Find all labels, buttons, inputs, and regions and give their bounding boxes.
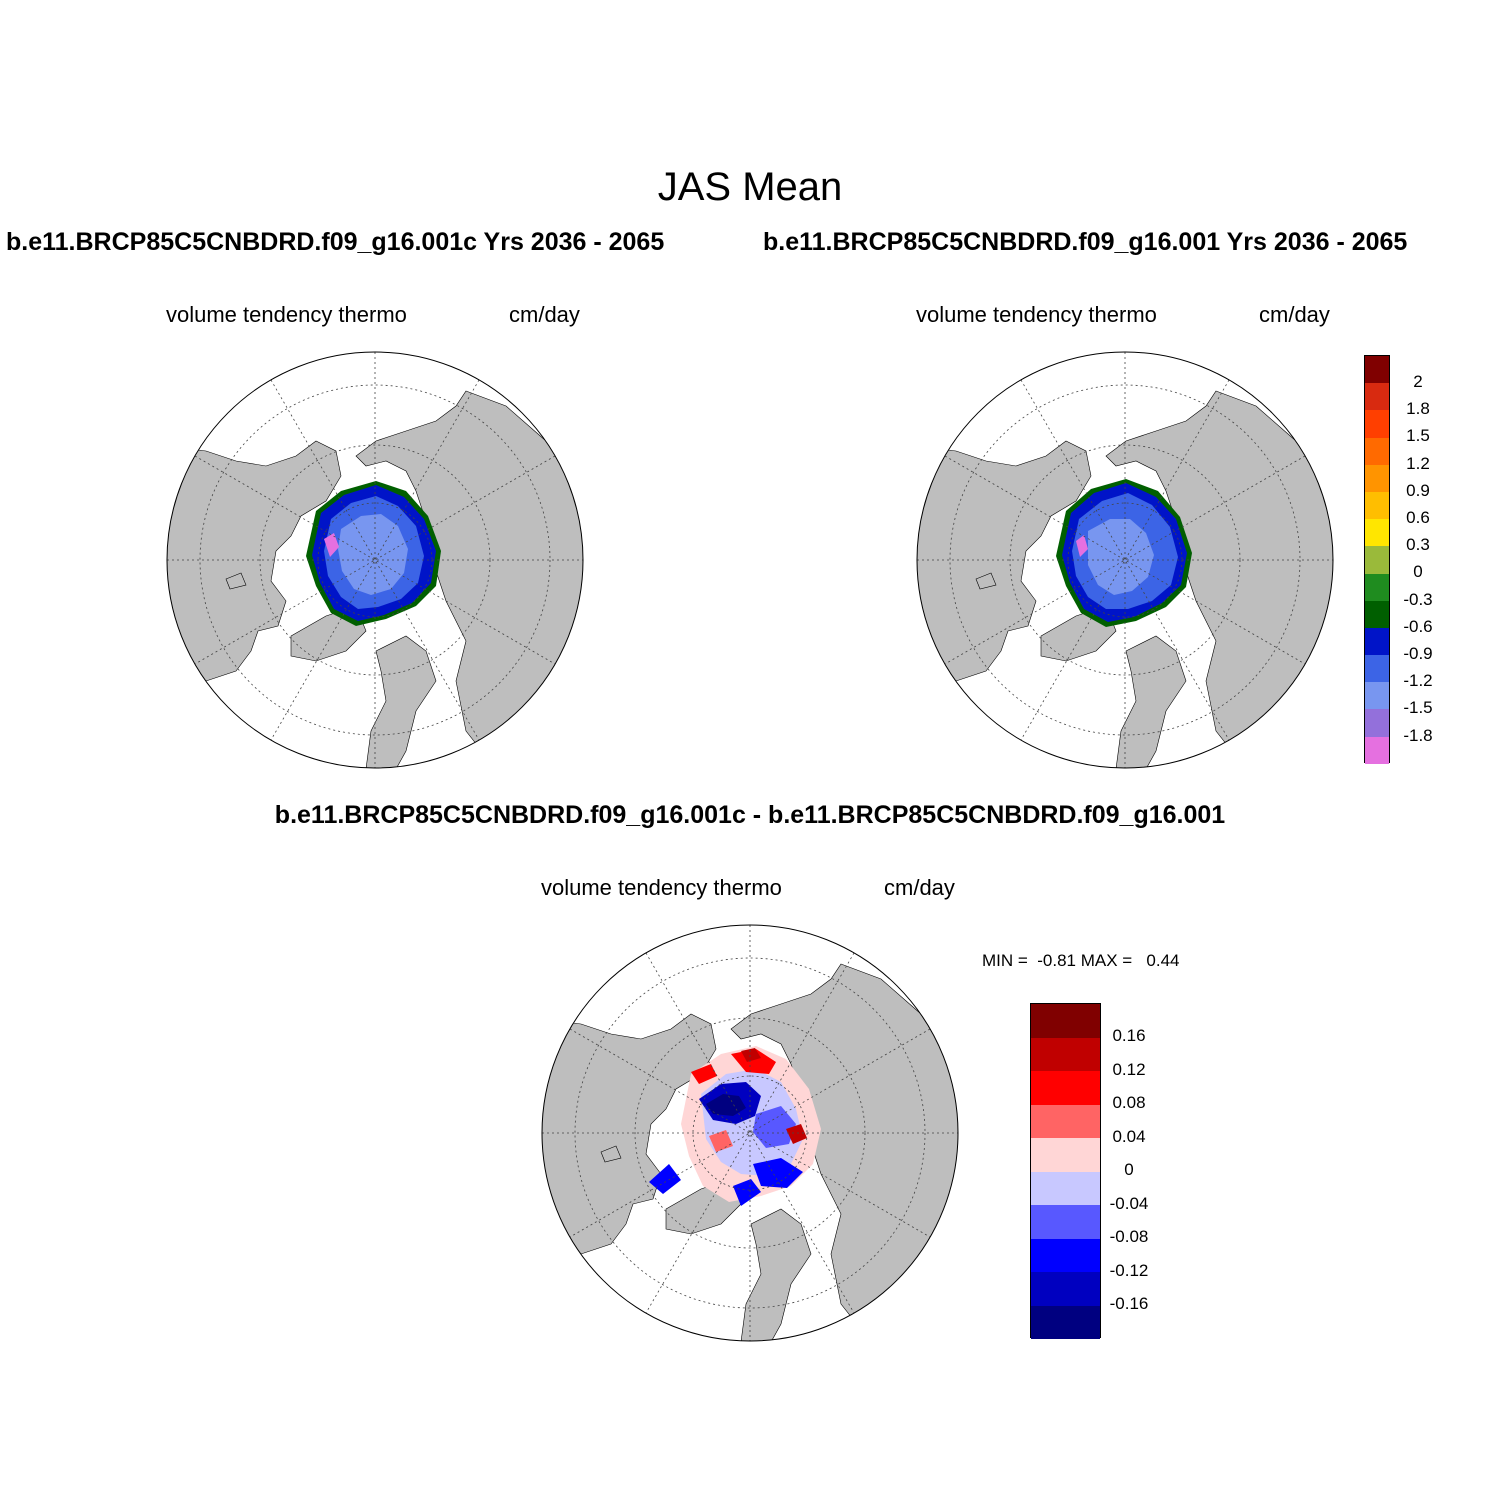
colorbar-swatch bbox=[1031, 1037, 1100, 1071]
colorbar-tick-label: -0.16 bbox=[1109, 1294, 1149, 1314]
figure-title: JAS Mean bbox=[657, 165, 843, 209]
colorbar-swatch bbox=[1365, 491, 1389, 520]
colorbar-tick-label: -1.2 bbox=[1403, 671, 1433, 691]
panel-b-title: b.e11.BRCP85C5CNBDRD.f09_g16.001 Yrs 203… bbox=[763, 228, 1408, 256]
colorbar-swatch bbox=[1365, 519, 1389, 547]
colorbar-tick-label: 0.12 bbox=[1112, 1059, 1146, 1079]
graticule bbox=[542, 925, 958, 1341]
colorbar-swatch bbox=[1031, 1071, 1100, 1105]
colorbar-swatch bbox=[1031, 1104, 1100, 1138]
colorbar-swatch bbox=[1365, 410, 1389, 438]
colorbar-tick-label: 1.5 bbox=[1406, 426, 1430, 446]
colorbar-swatch bbox=[1365, 736, 1389, 764]
colorbar-tick-label: -0.9 bbox=[1403, 644, 1433, 663]
colorbar-tick-label: 2 bbox=[1413, 372, 1423, 391]
graticule bbox=[167, 352, 583, 768]
panel-b-polar-map bbox=[916, 351, 1334, 769]
panel-a-polar-map bbox=[166, 351, 584, 769]
map-border bbox=[541, 924, 959, 1342]
colorbar-tick-label: 0.16 bbox=[1112, 1026, 1146, 1046]
colorbar-tick-label: 0.04 bbox=[1112, 1126, 1146, 1146]
colorbar-tick-label: 0.6 bbox=[1406, 508, 1430, 527]
panel-b-variable-label: volume tendency thermo bbox=[916, 302, 1157, 327]
colorbar-tick-label: 0 bbox=[1124, 1160, 1134, 1180]
colorbar-swatch bbox=[1031, 1238, 1100, 1272]
colorbar-tick-label: 1.2 bbox=[1406, 453, 1430, 473]
colorbar-tick-label: 0.9 bbox=[1406, 480, 1430, 500]
land-masses bbox=[542, 963, 958, 1341]
map-border bbox=[916, 351, 1334, 769]
colorbar-swatch bbox=[1365, 627, 1389, 656]
land-masses bbox=[917, 390, 1333, 768]
colorbar-boxes bbox=[1364, 355, 1390, 764]
sea-ice-field bbox=[306, 481, 441, 626]
colorbar-swatch bbox=[1365, 709, 1389, 737]
panel-a-title: b.e11.BRCP85C5CNBDRD.f09_g16.001c Yrs 20… bbox=[6, 228, 665, 256]
colorbar-tick-label: -0.3 bbox=[1403, 589, 1433, 609]
colorbar-swatch bbox=[1031, 1205, 1100, 1239]
sea-ice-field bbox=[1056, 479, 1192, 627]
colorbar-tick-label: -0.6 bbox=[1403, 616, 1433, 636]
map-border bbox=[166, 351, 584, 769]
colorbar-tick-label: 0 bbox=[1413, 562, 1423, 582]
panel-a-variable-label: volume tendency thermo bbox=[166, 302, 407, 327]
colorbar-swatch bbox=[1365, 464, 1389, 492]
panel-b-units-label: cm/day bbox=[1259, 302, 1330, 327]
difference-field bbox=[649, 1046, 821, 1206]
colorbar-swatch bbox=[1365, 573, 1389, 601]
colorbar-swatch bbox=[1365, 546, 1389, 574]
colorbar-tick-label: -0.12 bbox=[1109, 1260, 1149, 1280]
min-max-stats: MIN = -0.81 MAX = 0.44 bbox=[982, 951, 1180, 970]
colorbar-swatch bbox=[1365, 437, 1389, 465]
colorbar-swatch bbox=[1031, 1004, 1100, 1038]
colorbar-swatch bbox=[1031, 1138, 1100, 1172]
colorbar-swatch bbox=[1031, 1171, 1100, 1205]
colorbar-tick-label: 0.08 bbox=[1112, 1093, 1146, 1113]
colorbar-swatch bbox=[1365, 383, 1389, 411]
graticule bbox=[917, 352, 1333, 768]
colorbar-swatch bbox=[1031, 1272, 1100, 1306]
difference-polar-map bbox=[541, 924, 959, 1342]
colorbar-swatch bbox=[1031, 1305, 1100, 1339]
colorbar-swatch bbox=[1365, 356, 1389, 384]
colorbar-swatch bbox=[1365, 655, 1389, 683]
difference-variable-label: volume tendency thermo bbox=[541, 875, 782, 900]
colorbar-swatch bbox=[1365, 600, 1389, 628]
colorbar-tick-label: -1.8 bbox=[1403, 725, 1433, 745]
colorbar-swatch bbox=[1365, 682, 1389, 710]
colorbar-tick-label: 0.3 bbox=[1406, 535, 1430, 555]
colorbar-tick-label: -1.5 bbox=[1403, 698, 1433, 718]
colorbar-tick-label: -0.08 bbox=[1109, 1227, 1149, 1247]
difference-panel-title: b.e11.BRCP85C5CNBDRD.f09_g16.001c - b.e1… bbox=[274, 801, 1226, 829]
panel-a-units-label: cm/day bbox=[509, 302, 580, 327]
difference-units-label: cm/day bbox=[884, 875, 955, 900]
colorbar-boxes bbox=[1030, 1003, 1101, 1339]
colorbar-tick-label: 1.8 bbox=[1406, 399, 1430, 419]
colorbar-tick-label: -0.04 bbox=[1109, 1193, 1149, 1213]
